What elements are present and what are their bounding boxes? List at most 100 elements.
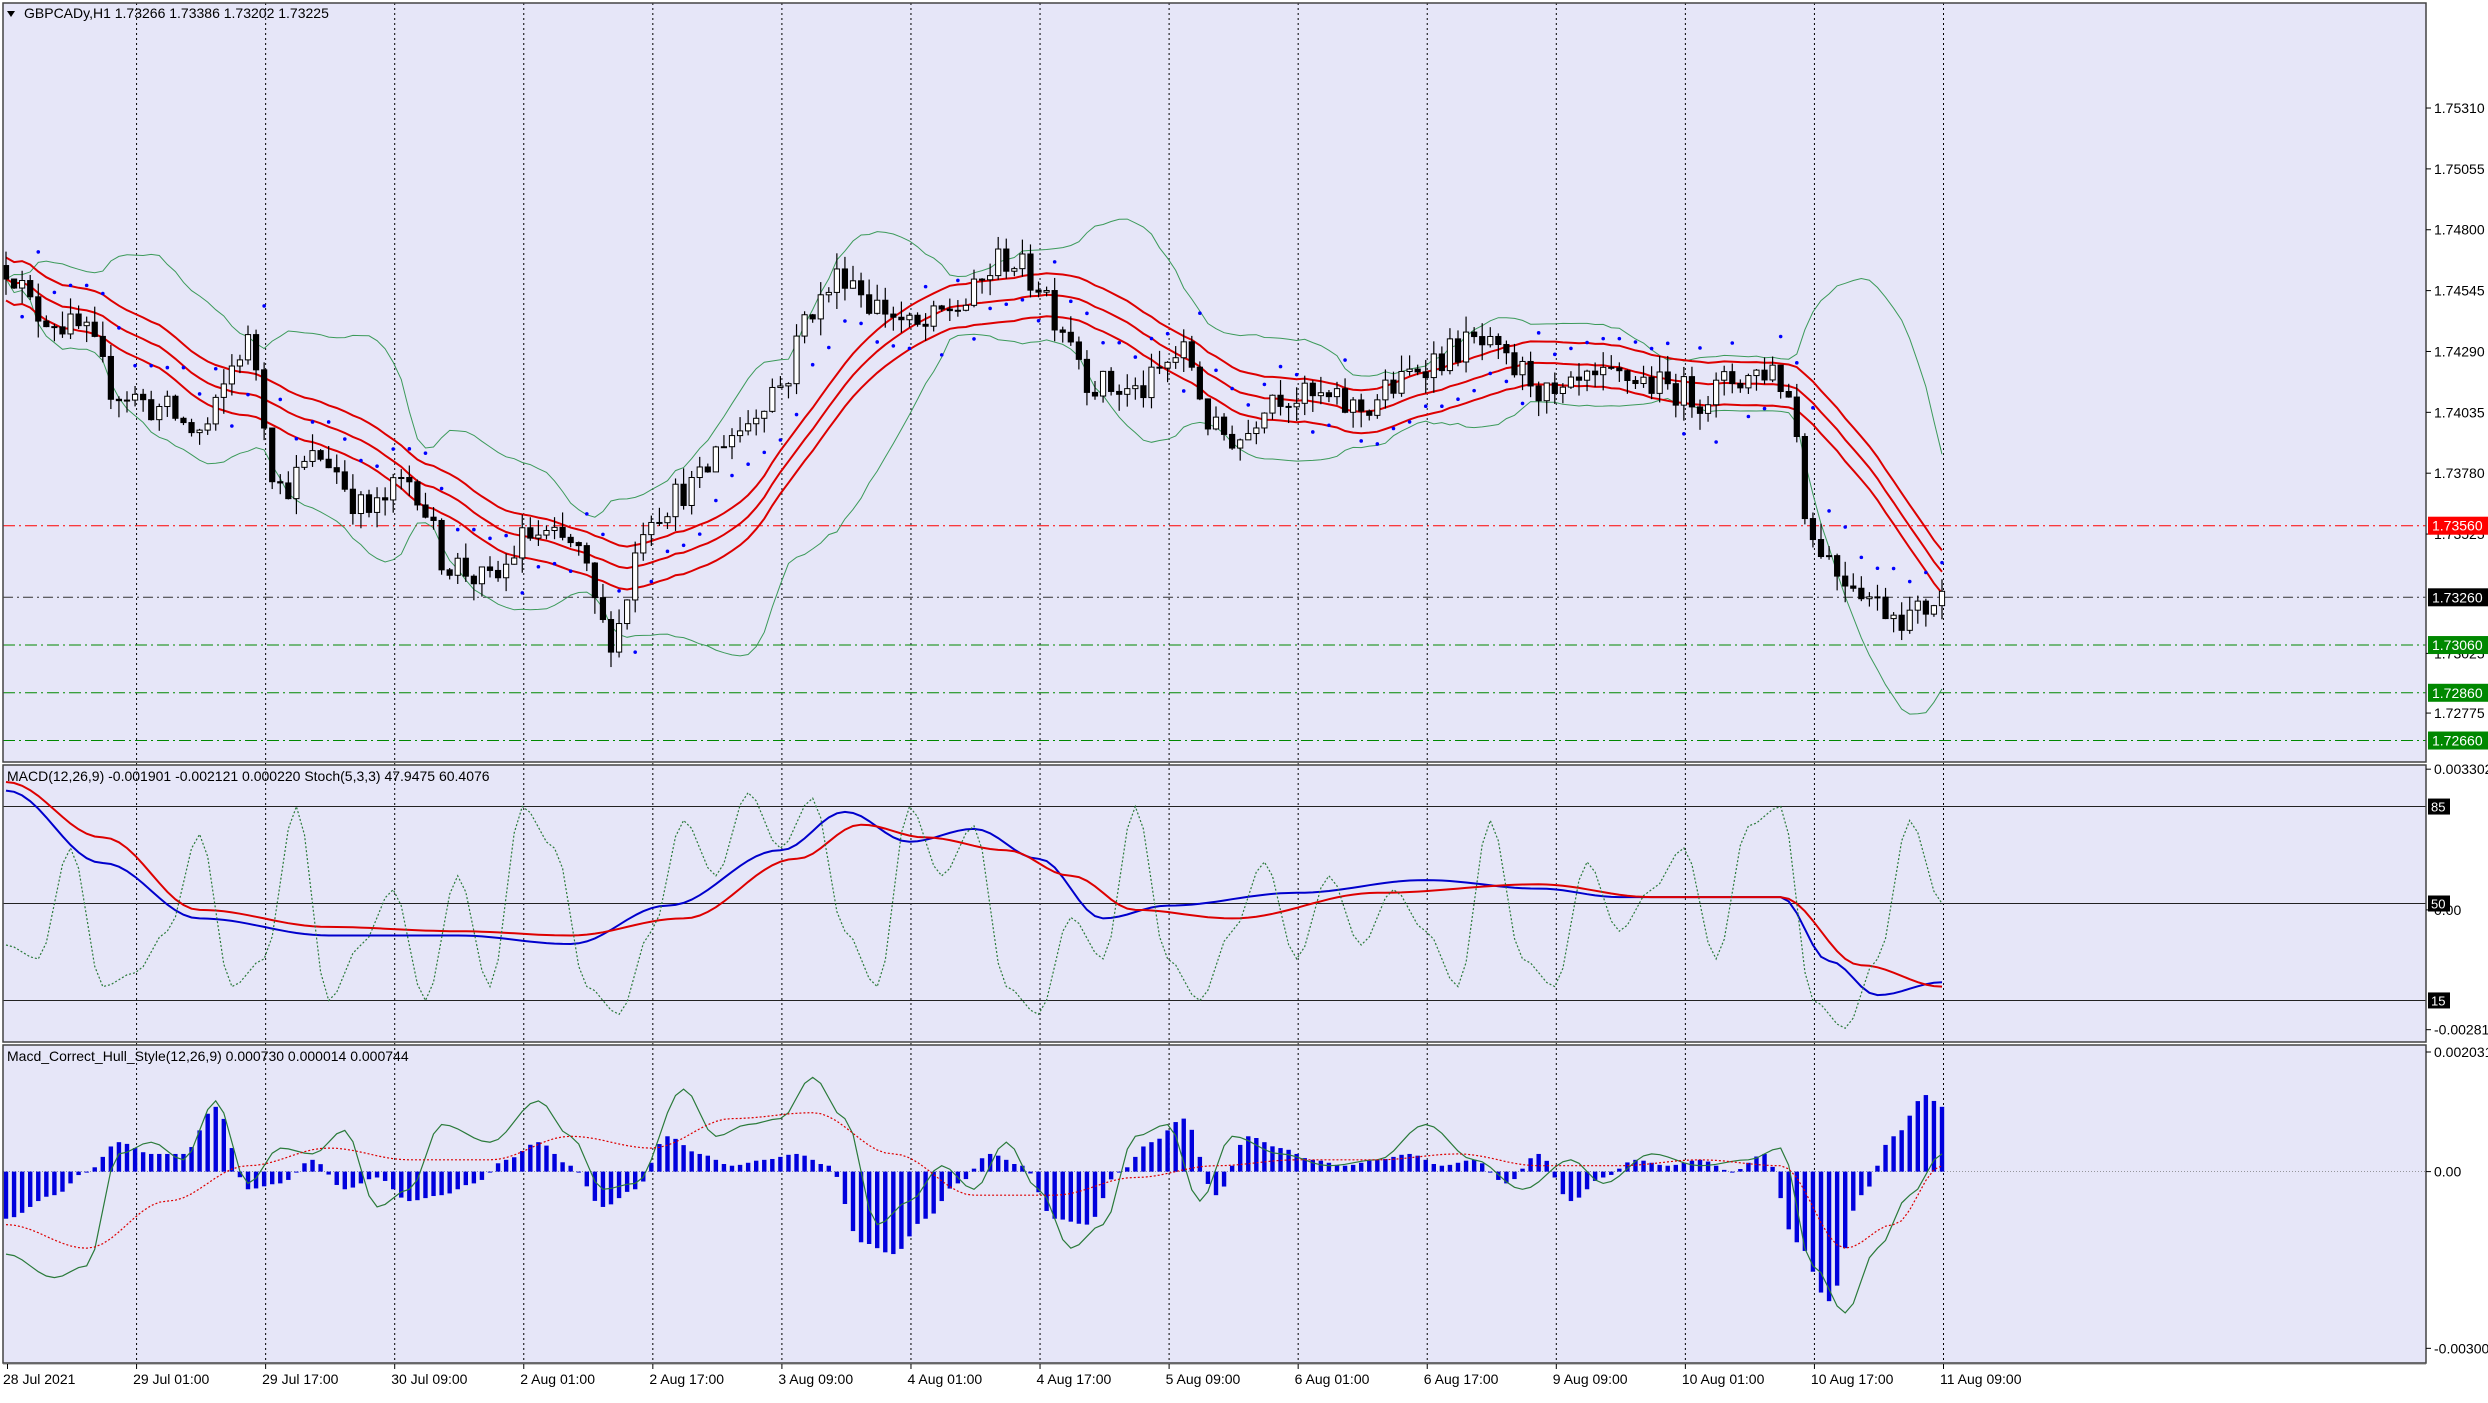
- candle-body: [1575, 376, 1583, 381]
- candle-body: [1237, 439, 1244, 449]
- sar-dot: [246, 392, 250, 397]
- hull-histogram-bar: [624, 1171, 630, 1192]
- hull-histogram-bar: [1092, 1171, 1098, 1217]
- candle-body: [1051, 290, 1058, 331]
- sar-dot: [794, 412, 799, 417]
- candle-body: [51, 326, 58, 329]
- sar-dot: [1536, 331, 1541, 335]
- macd-signal-line: [5, 781, 1943, 988]
- pane-background-price: [3, 3, 2426, 762]
- candle-body: [398, 477, 405, 480]
- candle-body: [987, 275, 994, 281]
- sar-dot: [568, 569, 573, 574]
- candle-body: [1390, 379, 1397, 394]
- sar-dot: [1359, 439, 1363, 443]
- hull-histogram-bar: [1149, 1142, 1154, 1172]
- hull-histogram-bar: [810, 1159, 815, 1172]
- candle-body: [785, 383, 792, 387]
- hull-histogram-bar: [302, 1163, 307, 1172]
- candle-body: [1188, 341, 1195, 368]
- hull-histogram-bar: [350, 1171, 356, 1188]
- candle-body: [632, 552, 639, 601]
- candle-body: [1890, 614, 1897, 620]
- sar-dot: [730, 473, 734, 478]
- candle-body: [357, 494, 365, 515]
- candle-body: [1761, 369, 1768, 381]
- sar-dot: [1343, 358, 1347, 362]
- candle-body: [1688, 376, 1696, 408]
- candle-body: [1446, 338, 1454, 372]
- time-axis-label: 10 Aug 17:00: [1811, 1371, 1894, 1387]
- sar-dot: [1569, 346, 1573, 351]
- sar-dot: [1891, 566, 1896, 571]
- hull-histogram-bar: [1342, 1165, 1348, 1172]
- time-axis-label: 29 Jul 17:00: [262, 1371, 338, 1387]
- hull-histogram-bar: [439, 1171, 444, 1196]
- hull-histogram-bar: [883, 1171, 888, 1253]
- candle-body: [1301, 382, 1308, 404]
- hull-histogram-bar: [28, 1171, 33, 1207]
- candle-body: [1358, 399, 1365, 412]
- candle-body: [1882, 596, 1889, 620]
- hull-histogram-bar: [124, 1143, 130, 1172]
- sar-dot: [1278, 364, 1283, 369]
- hull-histogram-bar: [1350, 1164, 1356, 1172]
- sar-dot: [213, 366, 218, 371]
- candle-body: [583, 545, 590, 564]
- hull-axis-label: 0.002031: [2434, 1044, 2488, 1060]
- candle-body: [857, 280, 865, 296]
- candle-body: [261, 369, 268, 429]
- hull-histogram-bar: [1463, 1160, 1469, 1172]
- sar-dot: [1778, 334, 1783, 339]
- candle-body: [349, 488, 356, 515]
- sar-dot: [633, 650, 637, 654]
- candle-body: [1793, 396, 1800, 437]
- candle-body: [1817, 539, 1825, 558]
- candle-body: [123, 399, 131, 402]
- candle-body: [309, 450, 316, 462]
- candle-body: [1277, 394, 1284, 407]
- candle-body: [809, 314, 816, 320]
- time-axis-label: 11 Aug 09:00: [1940, 1371, 2022, 1387]
- sar-dot: [939, 353, 944, 357]
- symbol-menu-triangle-icon[interactable]: [7, 11, 15, 17]
- sar-dot: [294, 436, 299, 441]
- hull-histogram-bar: [1625, 1162, 1630, 1172]
- hull-histogram-bar: [697, 1153, 702, 1172]
- sar-dot: [84, 283, 89, 288]
- hull-histogram-bar: [584, 1171, 589, 1187]
- hull-histogram-bar: [1843, 1171, 1848, 1249]
- candle-body: [196, 429, 203, 434]
- sar-dot: [1924, 570, 1928, 575]
- candle-body: [728, 435, 736, 448]
- candle-body: [430, 516, 437, 521]
- hull-histogram-bar: [745, 1162, 751, 1172]
- hull-histogram-bar: [229, 1148, 235, 1172]
- candle-body: [1672, 383, 1679, 406]
- candle-body: [1116, 390, 1123, 395]
- hull-histogram-bar: [1189, 1129, 1194, 1172]
- price-axis-label: 1.74800: [2434, 222, 2485, 238]
- candle-body: [833, 268, 840, 293]
- sar-dot: [1052, 260, 1057, 264]
- sar-dot: [1020, 298, 1025, 302]
- hull-histogram-bar: [1834, 1171, 1840, 1286]
- hull-histogram-bar: [334, 1171, 339, 1185]
- hull-histogram-bar: [245, 1171, 251, 1190]
- stoch-level-tag-label: 50: [2431, 897, 2445, 912]
- sar-dot: [1601, 336, 1605, 341]
- sar-dot: [1585, 340, 1589, 345]
- sar-dot: [36, 250, 41, 254]
- hull-histogram-bar: [568, 1165, 573, 1172]
- candle-body: [1906, 609, 1913, 631]
- hull-histogram-bar: [1399, 1154, 1404, 1172]
- candle-body: [301, 460, 308, 468]
- hull-histogram-bar: [100, 1156, 105, 1172]
- time-axis-label: 5 Aug 09:00: [1166, 1371, 1241, 1387]
- candle-body: [1350, 399, 1357, 413]
- hull-histogram-bar: [1939, 1106, 1945, 1172]
- sar-dot: [52, 290, 57, 295]
- sar-dot: [617, 589, 621, 593]
